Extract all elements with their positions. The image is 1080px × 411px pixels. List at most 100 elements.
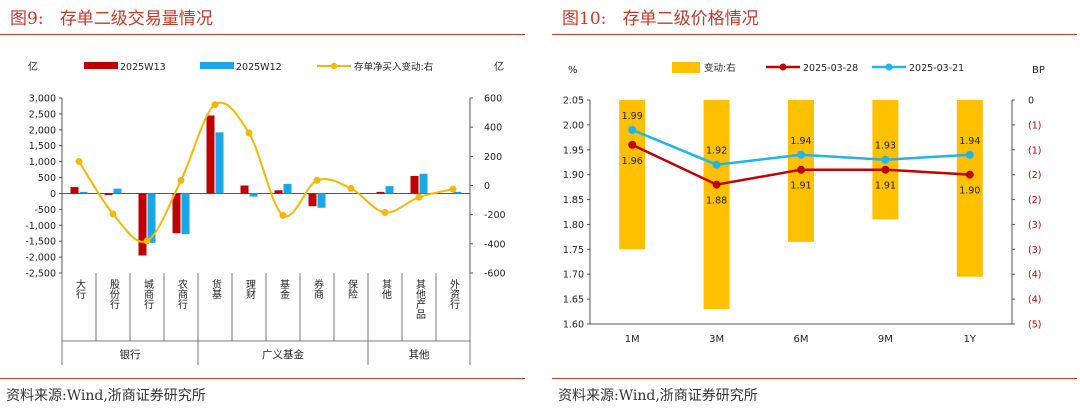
category-label-其他产品: 其他产品: [414, 279, 426, 320]
net-buy-point-理财: [245, 129, 253, 137]
legend-label-line: 存单净买入变动:右: [354, 61, 433, 73]
left-tick-label: 2,500: [29, 109, 56, 120]
left-tick-label: 0: [50, 189, 56, 200]
net-buy-point-券商: [313, 176, 321, 184]
figure-10-panel: 图10: 存单二级价格情况 % BP 变动:右 2025-03-28 2025-03-2…: [552, 0, 1080, 411]
bar-2025W13-城商行: [138, 193, 147, 256]
net-buy-point-其他产品: [415, 193, 423, 201]
category-label-9M: 9M: [878, 334, 893, 345]
legend-label-change: 变动:右: [704, 62, 736, 74]
figure-9-panel: 图9: 存单二级交易量情况 亿 亿 2025W13 2025W12 存单净买入变动:右 3…: [0, 0, 528, 411]
data-label-2025-03-21-1Y: 1.94: [959, 136, 980, 147]
figure-9-top-rule: [0, 34, 525, 35]
net-buy-point-货基: [211, 101, 219, 109]
bar-2025W12-理财: [249, 193, 258, 197]
figure-10-source: 资料来源:Wind,浙商证券研究所: [558, 388, 758, 404]
left-tick-label: 500: [38, 173, 56, 184]
category-label-基金: 基金: [278, 278, 290, 299]
left-tick-label: -500: [34, 205, 56, 216]
bar-2025W13-货基: [206, 115, 215, 194]
right-tick-label: 200: [484, 152, 502, 163]
bar-2025W12-股份行: [113, 188, 122, 194]
bar-2025W13-其他: [376, 191, 385, 194]
figure-9-title: 图9: 存单二级交易量情况: [10, 9, 213, 29]
category-label-股份行: 股份行: [108, 279, 120, 310]
category-label-理财: 理财: [244, 279, 256, 300]
series-point-2025-03-21-1M: [628, 125, 637, 134]
data-label-2025-03-28-6M: 1.91: [790, 181, 811, 192]
right-tick-label: (3): [1028, 245, 1041, 256]
left-tick-label: 3,000: [29, 94, 56, 105]
data-label-2025-03-21-9M: 1.93: [875, 141, 896, 152]
category-label-券商: 券商: [312, 278, 324, 300]
right-tick-label: (5): [1028, 320, 1041, 331]
bar-2025W13-理财: [240, 185, 249, 194]
left-tick-label: 1.80: [563, 220, 584, 231]
category-label-货基: 货基: [210, 278, 222, 299]
right-tick-label: -600: [484, 269, 506, 280]
bar-2025W12-券商: [317, 193, 326, 208]
bar-2025W12-货基: [215, 132, 224, 194]
legend-label-2025-03-21: 2025-03-21: [909, 63, 964, 74]
right-tick-label: (2): [1028, 170, 1041, 181]
net-buy-point-股份行: [109, 210, 117, 218]
net-buy-point-基金: [279, 211, 287, 219]
left-tick-label: 1.90: [563, 170, 584, 181]
right-tick-label: (3): [1028, 220, 1041, 231]
bar-2025W12-农商行: [181, 193, 190, 235]
series-point-2025-03-28-1M: [628, 140, 637, 149]
category-label-3M: 3M: [709, 334, 724, 345]
series-point-2025-03-28-1Y: [965, 170, 974, 179]
series-point-2025-03-28-9M: [881, 165, 890, 174]
category-label-1Y: 1Y: [964, 334, 977, 345]
left-tick-label: 1.75: [563, 245, 584, 256]
data-label-2025-03-28-1M: 1.96: [622, 156, 643, 167]
category-label-其他: 其他: [380, 279, 392, 300]
left-axis-unit: 亿: [28, 60, 38, 73]
left-tick-label: 1.70: [563, 270, 584, 281]
right-tick-label: 600: [484, 94, 502, 105]
left-tick-label: 2.00: [563, 120, 584, 131]
right-tick-label: (4): [1028, 295, 1041, 306]
net-buy-point-保险: [347, 184, 355, 192]
data-label-2025-03-21-3M: 1.92: [706, 146, 727, 157]
change-bar-3M: [703, 100, 730, 310]
right-tick-label: 400: [484, 123, 502, 134]
category-label-大行: 大行: [74, 278, 86, 300]
bar-2025W12-其他产品: [419, 173, 428, 194]
right-axis-unit: 亿: [494, 60, 504, 73]
bar-2025W12-城商行: [147, 193, 156, 243]
figure-10-chart: % BP 变动:右 2025-03-28 2025-03-21 2.05 2.00 1.95 1…: [563, 62, 1045, 345]
bar-2025W12-外资行: [453, 191, 462, 194]
left-tick-label: 1,000: [29, 157, 56, 168]
bar-2025W13-农商行: [172, 193, 181, 234]
right-tick-label: (2): [1028, 195, 1041, 206]
left-tick-label: -2,000: [25, 253, 56, 264]
net-buy-point-外资行: [449, 185, 457, 193]
data-label-2025-03-28-3M: 1.88: [706, 196, 727, 207]
figure-10-title: 图10: 存单二级价格情况: [562, 9, 759, 29]
data-label-2025-03-21-6M: 1.94: [790, 136, 811, 147]
left-tick-label: 1,500: [29, 141, 56, 152]
group-label-广义基金: 广义基金: [262, 348, 304, 361]
net-buy-change-line: [78, 101, 454, 243]
right-tick-label: (1): [1028, 120, 1041, 131]
category-label-外资行: 外资行: [448, 279, 460, 310]
category-label-1M: 1M: [625, 334, 640, 345]
bar-2025W13-券商: [308, 193, 317, 207]
group-label-银行: 银行: [120, 348, 141, 361]
figure-9-chart: 亿 亿 2025W13 2025W12 存单净买入变动:右 3,000 2,500 2,000…: [25, 60, 506, 365]
figure-10-top-rule: [552, 34, 1077, 35]
left-tick-label: 1.65: [563, 295, 584, 306]
category-label-城商行: 城商行: [142, 279, 154, 310]
bar-2025W13-其他产品: [410, 175, 419, 194]
left-tick-label: 2,000: [29, 125, 56, 136]
bar-2025W12-其他: [385, 186, 394, 194]
legend-marker-2025-03-21: [885, 63, 893, 71]
figure-10-bottom-rule: [552, 378, 1077, 379]
series-point-2025-03-21-1Y: [965, 150, 974, 159]
series-point-2025-03-21-3M: [712, 160, 721, 169]
category-label-6M: 6M: [794, 334, 809, 345]
category-label-保险: 保险: [346, 278, 358, 300]
right-axis-unit: BP: [1032, 65, 1045, 76]
